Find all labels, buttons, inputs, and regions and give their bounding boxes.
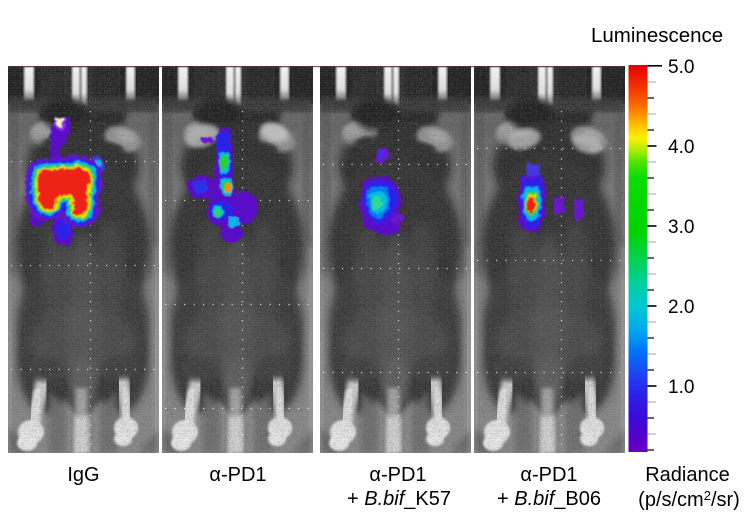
svg-text:α-PD1: α-PD1 bbox=[209, 464, 266, 486]
svg-text:α-PD1: α-PD1 bbox=[520, 464, 577, 486]
svg-text:Luminescence: Luminescence bbox=[591, 24, 723, 47]
svg-text:3.0: 3.0 bbox=[668, 217, 694, 238]
svg-text:+ B.bif_B06: + B.bif_B06 bbox=[497, 488, 601, 510]
svg-text:Radiance: Radiance bbox=[645, 464, 730, 486]
svg-text:+ B.bif_K57: + B.bif_K57 bbox=[347, 488, 451, 510]
svg-text:IgG: IgG bbox=[67, 464, 99, 486]
svg-text:1.0: 1.0 bbox=[668, 377, 694, 398]
svg-text:α-PD1: α-PD1 bbox=[369, 464, 426, 486]
svg-text:5.0: 5.0 bbox=[668, 57, 694, 78]
svg-text:(p/s/cm2/sr): (p/s/cm2/sr) bbox=[638, 488, 740, 511]
svg-text:2.0: 2.0 bbox=[668, 297, 694, 318]
svg-text:4.0: 4.0 bbox=[668, 137, 694, 158]
